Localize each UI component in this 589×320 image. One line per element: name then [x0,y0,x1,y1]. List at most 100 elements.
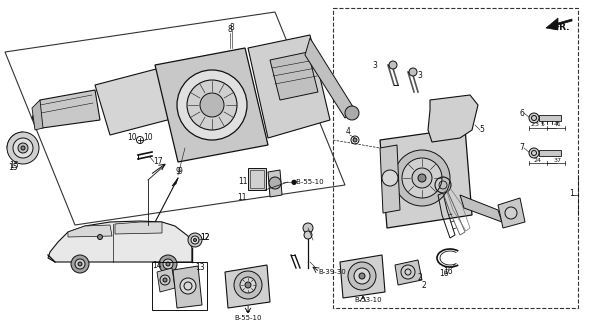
Text: 10: 10 [127,132,137,141]
Text: 17: 17 [153,157,163,166]
Polygon shape [498,198,525,228]
Text: B-39-30: B-39-30 [318,269,346,275]
Polygon shape [340,255,385,298]
Text: 1: 1 [569,188,574,197]
Circle shape [21,146,25,150]
Polygon shape [68,225,112,237]
Polygon shape [305,38,355,118]
Circle shape [303,223,313,233]
Circle shape [18,143,28,153]
Circle shape [78,262,82,266]
Text: 6: 6 [519,108,524,117]
Text: 5: 5 [479,125,484,134]
Circle shape [166,262,170,266]
Circle shape [382,170,398,186]
Polygon shape [380,145,400,213]
Text: 7: 7 [519,143,524,153]
Bar [250,170,264,188]
Circle shape [75,259,85,269]
Text: 8: 8 [227,26,233,35]
Polygon shape [32,90,100,128]
Circle shape [234,271,262,299]
Polygon shape [157,268,175,292]
Circle shape [177,70,247,140]
Circle shape [348,262,376,290]
Circle shape [240,277,256,293]
Wedge shape [7,132,23,148]
Text: 12: 12 [200,234,210,243]
Text: 8: 8 [230,22,234,31]
Circle shape [187,80,237,130]
Circle shape [354,268,370,284]
Text: 41: 41 [554,123,562,127]
Circle shape [180,278,196,294]
Text: 10: 10 [143,133,153,142]
Circle shape [418,174,426,182]
Text: 37: 37 [554,157,562,163]
Circle shape [353,138,357,142]
Polygon shape [268,170,282,197]
Text: 13: 13 [195,262,205,271]
Text: 12: 12 [200,234,210,243]
Polygon shape [395,260,422,285]
Circle shape [13,138,33,158]
Circle shape [191,236,199,244]
Polygon shape [428,95,478,142]
Polygon shape [155,48,268,162]
Circle shape [412,168,432,188]
Circle shape [188,233,202,247]
Text: 16: 16 [443,267,453,276]
Circle shape [529,113,539,123]
Text: 24: 24 [534,157,542,163]
Polygon shape [173,266,202,308]
Polygon shape [172,178,178,186]
Circle shape [401,265,415,279]
Polygon shape [270,52,318,100]
Circle shape [200,93,224,117]
Text: 2: 2 [422,281,426,290]
Text: 9: 9 [177,167,183,177]
Text: 11: 11 [237,194,247,203]
Circle shape [402,158,442,198]
Text: 11: 11 [238,178,248,187]
Text: 14: 14 [152,261,162,270]
Circle shape [304,231,312,239]
Polygon shape [95,68,175,135]
Polygon shape [32,100,43,130]
Circle shape [505,207,517,219]
Polygon shape [225,265,270,308]
Circle shape [163,259,173,269]
Text: 16: 16 [439,268,449,277]
Text: 4: 4 [346,127,350,137]
Text: FR.: FR. [553,22,570,31]
Bar [248,168,266,190]
Circle shape [71,255,89,273]
Text: 2: 2 [418,274,422,283]
Text: 15: 15 [8,164,18,172]
Circle shape [529,148,539,158]
Circle shape [269,177,281,189]
Text: ●B-55-10: ●B-55-10 [291,179,325,185]
Polygon shape [460,195,502,222]
Polygon shape [546,18,572,30]
Bar [152,262,207,310]
Circle shape [194,238,197,242]
Circle shape [245,282,251,288]
Polygon shape [48,221,192,262]
Polygon shape [115,222,162,234]
Text: 9: 9 [176,167,180,177]
Circle shape [159,255,177,273]
Circle shape [163,278,167,282]
Text: ↓: ↓ [244,305,252,315]
Text: 3: 3 [418,70,422,79]
Circle shape [409,68,417,76]
Circle shape [389,61,397,69]
Polygon shape [380,128,472,228]
Circle shape [394,150,450,206]
Circle shape [7,132,39,164]
Bar [539,115,561,121]
Circle shape [345,106,359,120]
Text: B-55-10: B-55-10 [234,315,262,320]
Text: 15: 15 [9,161,19,170]
Text: B-53-10: B-53-10 [354,297,382,303]
